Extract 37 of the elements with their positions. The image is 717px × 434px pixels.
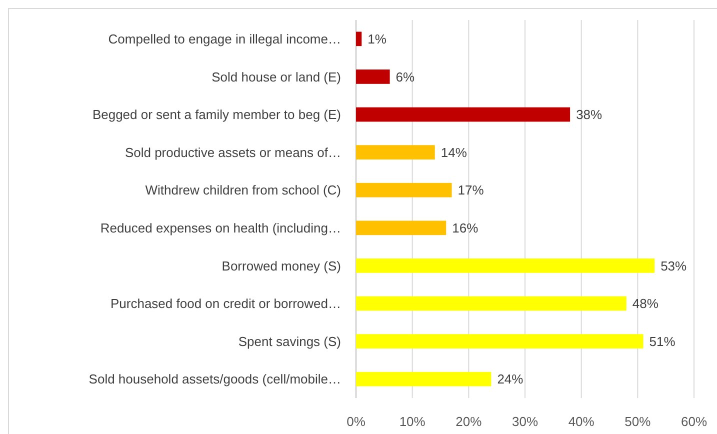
data-label: 38%: [576, 107, 603, 122]
y-tick-label: Begged or sent a family member to beg (E): [92, 107, 341, 122]
bar: [356, 32, 362, 46]
x-tick-label: 20%: [456, 414, 482, 429]
data-label: 1%: [368, 31, 387, 46]
x-tick-label: 10%: [399, 414, 426, 429]
data-label: 24%: [497, 372, 524, 387]
data-label: 51%: [649, 334, 676, 349]
bar: [356, 296, 626, 311]
bar: [356, 107, 570, 122]
x-tick-label: 50%: [624, 414, 652, 429]
data-label: 16%: [452, 220, 479, 236]
y-tick-label: Reduced expenses on health (including…: [100, 220, 341, 236]
bar: [356, 372, 492, 386]
y-tick-label: Withdrew children from school (C): [145, 182, 341, 198]
data-label: 17%: [458, 182, 484, 198]
data-label: 48%: [632, 296, 659, 312]
y-tick-label: Sold house or land (E): [212, 69, 341, 84]
data-label: 14%: [440, 144, 468, 160]
x-tick-label: 60%: [680, 414, 708, 429]
x-tick-label: 0%: [346, 414, 366, 429]
bar: [356, 334, 644, 348]
y-tick-label: Sold productive assets or means of…: [124, 144, 341, 160]
bar: [356, 258, 655, 273]
bar: [356, 145, 435, 160]
bar: [356, 70, 390, 84]
y-tick-label: Spent savings (S): [238, 334, 341, 349]
y-tick-label: Sold household assets/goods (cell/mobile…: [88, 372, 341, 387]
data-label: 6%: [396, 69, 416, 84]
x-tick-label: 40%: [568, 414, 595, 429]
data-label: 53%: [660, 258, 688, 274]
y-tick-label: Compelled to engage in illegal income…: [108, 31, 341, 46]
y-tick-label: Purchased food on credit or borrowed…: [110, 296, 341, 312]
bar: [356, 182, 452, 198]
bar: [356, 220, 446, 236]
x-tick-label: 30%: [512, 414, 538, 429]
y-tick-label: Borrowed money (S): [222, 258, 341, 274]
